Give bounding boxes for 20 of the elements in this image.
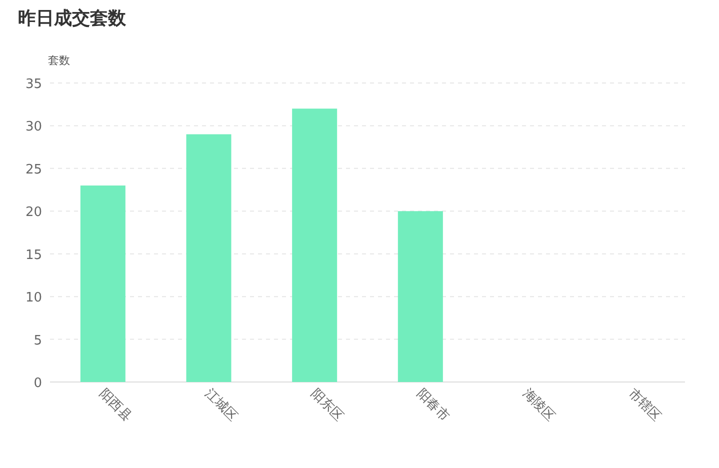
- chart-title: 昨日成交套数: [18, 8, 127, 29]
- x-tick-label: 阳东区: [308, 386, 346, 424]
- y-axis-title: 套数: [48, 54, 70, 67]
- y-tick-label: 0: [34, 376, 42, 391]
- x-tick-label: 阳春市: [414, 386, 452, 424]
- bar: [292, 108, 338, 382]
- y-tick-label: 5: [34, 333, 42, 348]
- bar: [80, 186, 126, 382]
- y-tick-label: 30: [25, 120, 42, 135]
- y-tick-label: 15: [25, 248, 42, 263]
- x-tick-label: 阳西县: [96, 386, 134, 424]
- y-tick-label: 25: [25, 162, 42, 178]
- x-tick-label: 海陵区: [519, 386, 558, 424]
- x-tick-label: 江城区: [202, 386, 240, 424]
- y-tick-label: 35: [25, 77, 42, 92]
- bar: [398, 211, 443, 382]
- bar: [186, 134, 232, 382]
- x-tick-label: 市辖区: [625, 386, 664, 424]
- y-tick-label: 20: [25, 205, 42, 220]
- y-tick-label: 10: [25, 290, 42, 306]
